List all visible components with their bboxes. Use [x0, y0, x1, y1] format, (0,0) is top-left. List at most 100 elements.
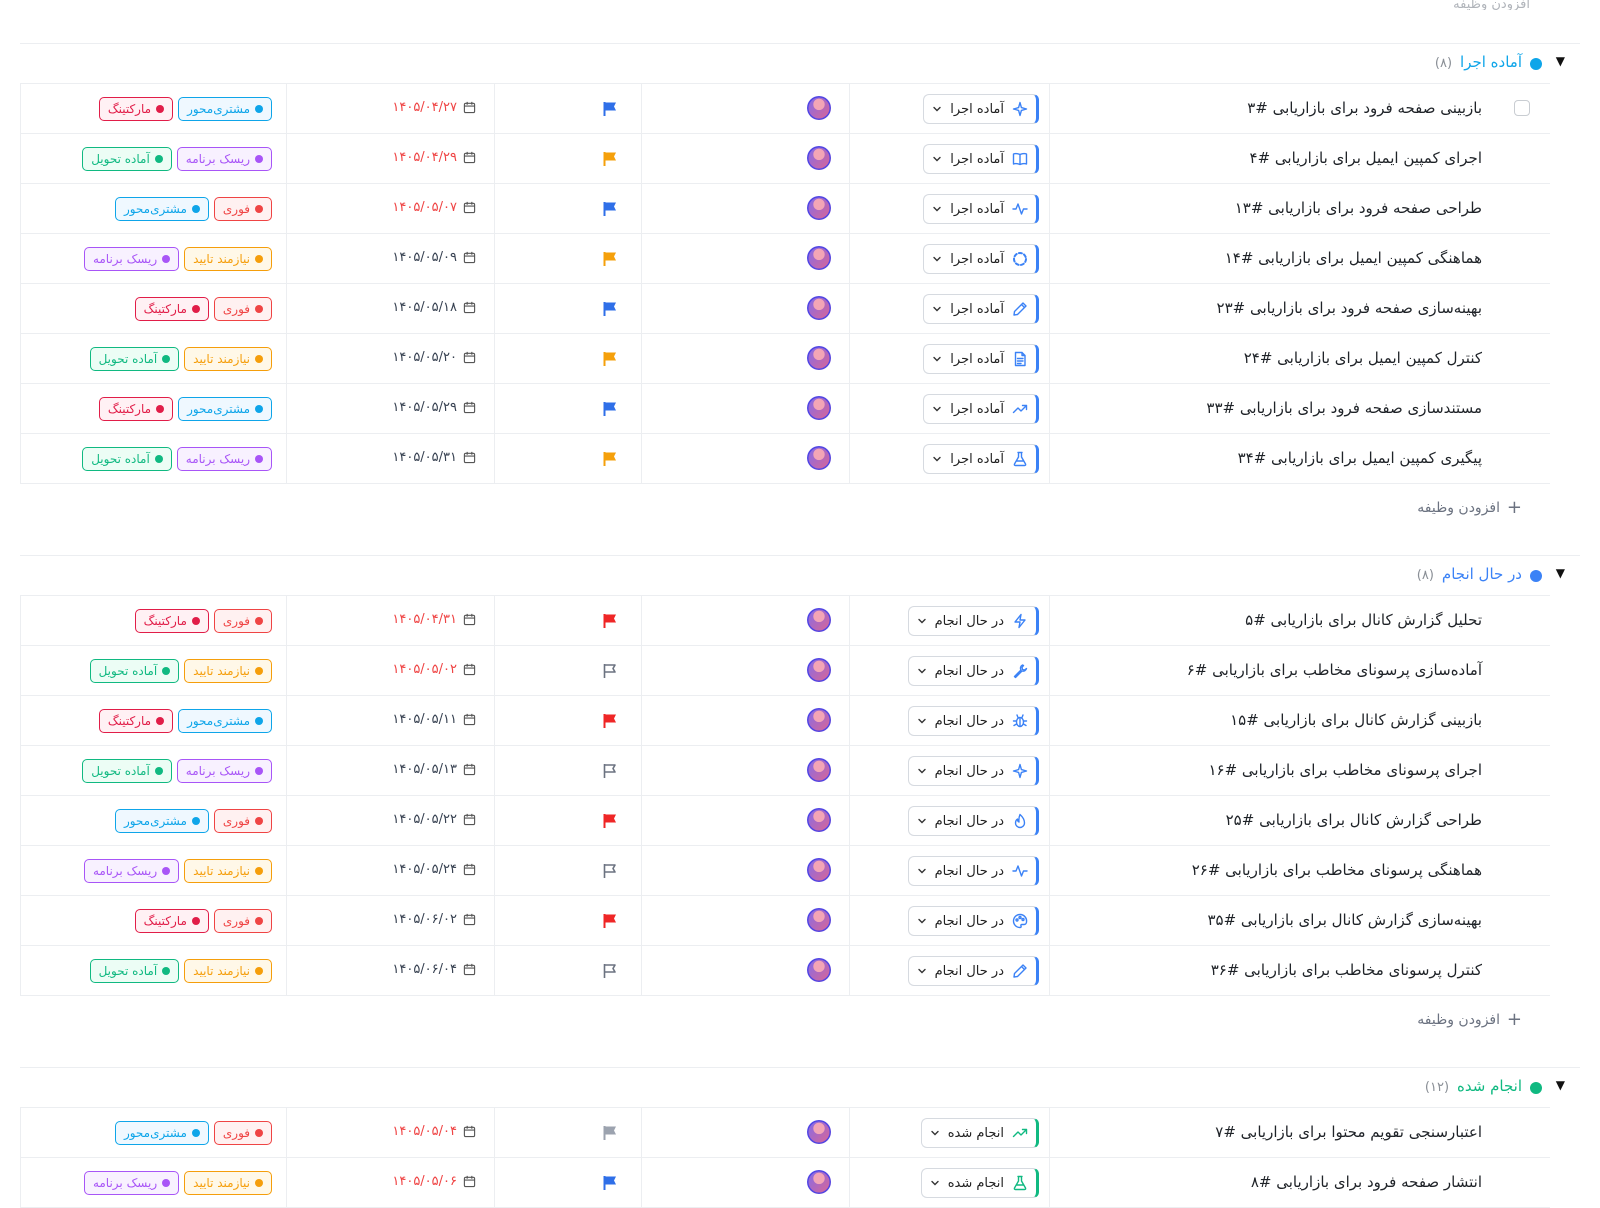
tag-badge[interactable]: فوری — [213, 609, 272, 633]
table-row[interactable]: بازبینی گزارش کانال برای بازاریابی #۱۵ در… — [21, 696, 1550, 746]
avatar[interactable] — [807, 146, 831, 170]
task-title[interactable]: طراحی گزارش کانال برای بازاریابی #۲۵ — [1225, 811, 1482, 829]
task-title[interactable]: هماهنگی کمپین ایمیل برای بازاریابی #۱۴ — [1224, 249, 1482, 267]
tag-badge[interactable]: آماده تحویل — [89, 959, 180, 983]
status-dropdown[interactable]: در حال انجام — [907, 606, 1039, 636]
title-cell[interactable]: بازبینی صفحه فرود برای بازاریابی #۳ — [1050, 84, 1550, 133]
flag-outline-icon[interactable] — [601, 862, 619, 880]
due-date[interactable]: ۱۴۰۵/۰۴/۳۱ — [392, 612, 476, 627]
tag-badge[interactable]: ریسک برنامه — [176, 759, 272, 783]
due-date[interactable]: ۱۴۰۵/۰۵/۲۲ — [392, 812, 476, 827]
tag-badge[interactable]: مارکتینگ — [134, 609, 209, 633]
task-title[interactable]: کنترل کمپین ایمیل برای بازاریابی #۲۴ — [1243, 349, 1482, 367]
collapse-caret-icon[interactable]: ▼ — [1555, 54, 1565, 68]
task-title[interactable]: مستندسازی صفحه فرود برای بازاریابی #۳۳ — [1206, 399, 1482, 417]
status-dropdown[interactable]: در حال انجام — [907, 806, 1039, 836]
flag-icon[interactable] — [601, 100, 619, 118]
due-date[interactable]: ۱۴۰۵/۰۵/۰۶ — [392, 1174, 476, 1189]
flag-outline-icon[interactable] — [601, 962, 619, 980]
tag-badge[interactable]: فوری — [213, 297, 272, 321]
group-header[interactable]: ▼ انجام شده(۱۲) — [20, 1067, 1580, 1107]
status-dropdown[interactable]: آماده اجرا — [923, 294, 1039, 324]
task-title[interactable]: بهینه‌سازی گزارش کانال برای بازاریابی #۳… — [1207, 911, 1482, 929]
due-date[interactable]: ۱۴۰۵/۰۵/۰۹ — [392, 250, 476, 265]
tag-badge[interactable]: مارکتینگ — [98, 709, 174, 733]
status-dropdown[interactable]: در حال انجام — [907, 906, 1039, 936]
title-cell[interactable]: اعتبارسنجی تقویم محتوا برای بازاریابی #۷ — [1050, 1108, 1550, 1157]
table-row[interactable]: مستندسازی صفحه فرود برای بازاریابی #۳۳ آم… — [21, 384, 1550, 434]
tag-badge[interactable]: فوری — [213, 809, 272, 833]
flag-icon[interactable] — [601, 812, 619, 830]
task-title[interactable]: بازبینی صفحه فرود برای بازاریابی #۳ — [1247, 99, 1482, 117]
flag-icon[interactable] — [601, 300, 619, 318]
table-row[interactable]: پیگیری کمپین ایمیل برای بازاریابی #۳۴ آما… — [21, 434, 1550, 484]
title-cell[interactable]: کنترل پرسونای مخاطب برای بازاریابی #۳۶ — [1050, 946, 1550, 995]
task-title[interactable]: پیگیری کمپین ایمیل برای بازاریابی #۳۴ — [1237, 449, 1482, 467]
tag-badge[interactable]: ریسک برنامه — [83, 1171, 180, 1195]
tag-badge[interactable]: نیازمند تایید — [184, 859, 272, 883]
title-cell[interactable]: هماهنگی پرسونای مخاطب برای بازاریابی #۲۶ — [1050, 846, 1550, 895]
flag-icon[interactable] — [601, 1124, 619, 1142]
table-row[interactable]: اجرای پرسونای مخاطب برای بازاریابی #۱۶ در… — [21, 746, 1550, 796]
avatar[interactable] — [807, 346, 831, 370]
title-cell[interactable]: بازبینی گزارش کانال برای بازاریابی #۱۵ — [1050, 696, 1550, 745]
add-task-button[interactable]: + افزودن وظیفه — [20, 484, 1580, 534]
table-row[interactable]: اعتبارسنجی تقویم محتوا برای بازاریابی #۷… — [21, 1108, 1550, 1158]
collapse-caret-icon[interactable]: ▼ — [1555, 566, 1565, 580]
avatar[interactable] — [807, 958, 831, 982]
table-row[interactable]: کنترل پرسونای مخاطب برای بازاریابی #۳۶ در… — [21, 946, 1550, 996]
tag-badge[interactable]: آماده تحویل — [82, 447, 172, 471]
title-cell[interactable]: پیگیری کمپین ایمیل برای بازاریابی #۳۴ — [1050, 434, 1550, 483]
group-header[interactable]: ▼ در حال انجام(۸) — [20, 555, 1580, 595]
title-cell[interactable]: اجرای کمپین ایمیل برای بازاریابی #۴ — [1050, 134, 1550, 183]
avatar[interactable] — [807, 196, 831, 220]
task-title[interactable]: تحلیل گزارش کانال برای بازاریابی #۵ — [1245, 611, 1482, 629]
tag-badge[interactable]: مارکتینگ — [98, 397, 174, 421]
tag-badge[interactable]: مارکتینگ — [134, 297, 209, 321]
avatar[interactable] — [807, 708, 831, 732]
due-date[interactable]: ۱۴۰۵/۰۵/۱۳ — [392, 762, 476, 777]
tag-badge[interactable]: مارکتینگ — [98, 97, 174, 121]
tag-badge[interactable]: ریسک برنامه — [176, 447, 272, 471]
task-title[interactable]: آماده‌سازی پرسونای مخاطب برای بازاریابی … — [1186, 661, 1482, 679]
title-cell[interactable]: تحلیل گزارش کانال برای بازاریابی #۵ — [1050, 596, 1550, 645]
tag-badge[interactable]: نیازمند تایید — [184, 659, 272, 683]
flag-icon[interactable] — [601, 350, 619, 368]
avatar[interactable] — [807, 658, 831, 682]
tag-badge[interactable]: مشتری‌محور — [114, 197, 209, 221]
due-date[interactable]: ۱۴۰۵/۰۵/۲۴ — [392, 862, 476, 877]
row-checkbox[interactable] — [1514, 100, 1530, 116]
table-row[interactable]: هماهنگی پرسونای مخاطب برای بازاریابی #۲۶… — [21, 846, 1550, 896]
avatar[interactable] — [807, 608, 831, 632]
avatar[interactable] — [807, 1120, 831, 1144]
collapse-caret-icon[interactable]: ▼ — [1555, 1078, 1565, 1092]
table-row[interactable]: هماهنگی کمپین ایمیل برای بازاریابی #۱۴ آم… — [21, 234, 1550, 284]
tag-badge[interactable]: مشتری‌محور — [114, 1121, 209, 1145]
avatar[interactable] — [807, 296, 831, 320]
status-dropdown[interactable]: آماده اجرا — [923, 244, 1039, 274]
title-cell[interactable]: آماده‌سازی پرسونای مخاطب برای بازاریابی … — [1050, 646, 1550, 695]
due-date[interactable]: ۱۴۰۵/۰۶/۰۴ — [392, 962, 476, 977]
status-dropdown[interactable]: در حال انجام — [907, 706, 1039, 736]
tag-badge[interactable]: آماده تحویل — [89, 659, 180, 683]
flag-outline-icon[interactable] — [601, 762, 619, 780]
status-dropdown[interactable]: آماده اجرا — [923, 444, 1039, 474]
table-row[interactable]: کنترل کمپین ایمیل برای بازاریابی #۲۴ آماد… — [21, 334, 1550, 384]
flag-icon[interactable] — [601, 1174, 619, 1192]
due-date[interactable]: ۱۴۰۵/۰۵/۱۱ — [392, 712, 476, 727]
due-date[interactable]: ۱۴۰۵/۰۵/۰۲ — [392, 662, 476, 677]
task-title[interactable]: بازبینی گزارش کانال برای بازاریابی #۱۵ — [1230, 711, 1482, 729]
tag-badge[interactable]: مشتری‌محور — [178, 97, 272, 121]
status-dropdown[interactable]: آماده اجرا — [923, 94, 1039, 124]
avatar[interactable] — [807, 908, 831, 932]
tag-badge[interactable]: ریسک برنامه — [176, 147, 272, 171]
table-row[interactable]: بهینه‌سازی گزارش کانال برای بازاریابی #۳… — [21, 896, 1550, 946]
task-title[interactable]: انتشار صفحه فرود برای بازاریابی #۸ — [1250, 1173, 1482, 1191]
due-date[interactable]: ۱۴۰۵/۰۵/۳۱ — [392, 450, 476, 465]
title-cell[interactable]: طراحی صفحه فرود برای بازاریابی #۱۳ — [1050, 184, 1550, 233]
table-row[interactable]: اجرای کمپین ایمیل برای بازاریابی #۴ آماده… — [21, 134, 1550, 184]
table-row[interactable]: آماده‌سازی پرسونای مخاطب برای بازاریابی … — [21, 646, 1550, 696]
previous-add-task-partial[interactable]: افزودن وظیفه — [1453, 0, 1530, 10]
due-date[interactable]: ۱۴۰۵/۰۵/۱۸ — [392, 300, 476, 315]
flag-icon[interactable] — [601, 912, 619, 930]
